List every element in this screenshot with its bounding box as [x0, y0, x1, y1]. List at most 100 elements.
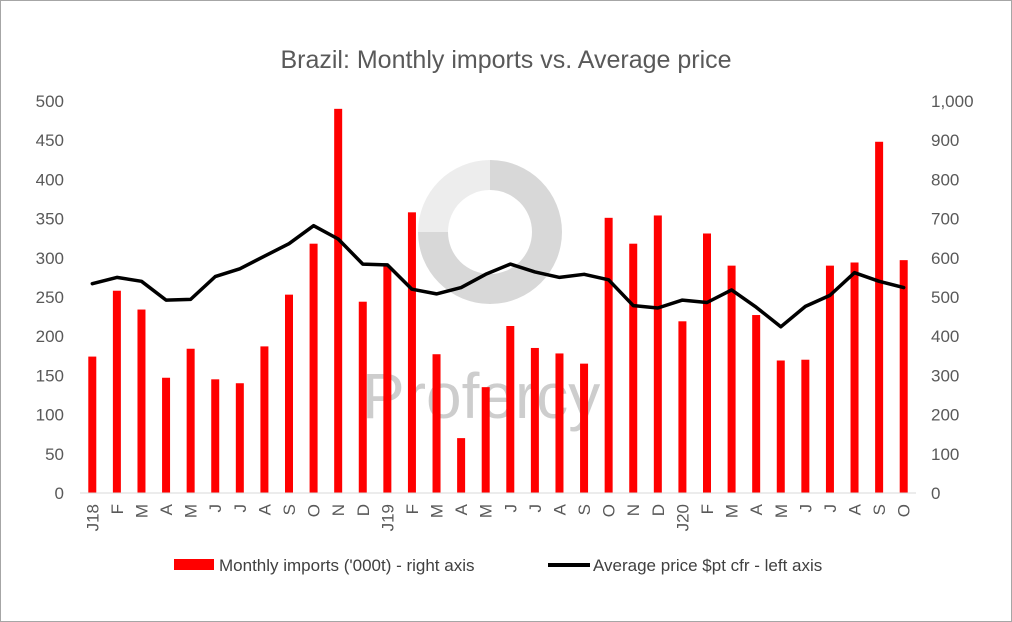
bar-imports: [727, 265, 736, 493]
right-tick-label: 300: [931, 366, 959, 385]
bar-imports: [260, 346, 269, 493]
right-tick-label: 1,000: [931, 92, 974, 111]
x-tick-label: D: [354, 504, 373, 516]
watermark-logo: Profercy: [362, 160, 600, 432]
left-tick-label: 100: [36, 406, 64, 425]
bar-imports: [580, 363, 589, 493]
x-tick-label: S: [280, 504, 299, 515]
watermark-quarter: [418, 160, 490, 232]
bar-imports: [383, 266, 392, 493]
bar-imports: [481, 387, 490, 493]
left-tick-label: 400: [36, 170, 64, 189]
bar-imports: [555, 353, 564, 493]
x-tick-label: N: [329, 504, 348, 516]
chart-title: Brazil: Monthly imports vs. Average pric…: [280, 46, 731, 74]
x-tick-label: M: [132, 504, 151, 518]
x-tick-label: F: [698, 504, 717, 514]
x-tick-label: A: [452, 503, 471, 515]
bar-imports: [186, 348, 195, 493]
left-tick-label: 450: [36, 131, 64, 150]
bar-series: [88, 108, 908, 494]
right-tick-label: 900: [931, 131, 959, 150]
x-tick-label: S: [575, 504, 594, 515]
bar-imports: [506, 326, 515, 493]
x-tick-label: O: [600, 504, 619, 517]
x-tick-label: A: [747, 503, 766, 515]
bar-imports: [801, 359, 810, 493]
x-tick-label: A: [255, 503, 274, 515]
x-tick-label: M: [477, 504, 496, 518]
legend: Monthly imports ('000t) - right axis Ave…: [174, 556, 822, 575]
x-tick-label: M: [428, 504, 447, 518]
bar-imports: [604, 217, 613, 494]
bar-imports: [776, 360, 785, 493]
bar-imports: [703, 233, 711, 493]
right-tick-label: 200: [931, 406, 959, 425]
x-tick-label: A: [157, 503, 176, 515]
right-tick-label: 0: [931, 484, 940, 503]
bar-imports: [752, 315, 761, 493]
x-tick-label: J: [501, 504, 520, 513]
bar-imports: [432, 354, 441, 493]
bar-imports: [309, 243, 318, 493]
x-tick-label: F: [108, 504, 127, 514]
bar-imports: [825, 265, 834, 493]
right-tick-label: 400: [931, 327, 959, 346]
bar-imports: [457, 438, 466, 493]
left-axis: 0 50 100 150 200 250 300 350 400 450 500: [36, 92, 64, 503]
line-series: [90, 223, 906, 329]
bar-imports: [112, 290, 121, 493]
bar-imports: [850, 262, 859, 493]
right-tick-label: 500: [931, 288, 959, 307]
x-axis: J18 F M A M J J A S O N D J19 F M A M J J A S O N D J20 F M A M J J A S O: [80, 492, 916, 531]
legend-item-imports: Monthly imports ('000t) - right axis: [174, 556, 475, 575]
left-tick-label: 500: [36, 92, 64, 111]
bar-imports: [875, 141, 884, 493]
x-tick-label: J20: [673, 504, 692, 531]
x-tick-label: N: [624, 504, 643, 516]
bar-imports: [678, 321, 687, 493]
legend-swatch-imports: [174, 559, 214, 570]
legend-label-imports: Monthly imports ('000t) - right axis: [219, 556, 475, 575]
left-tick-label: 150: [36, 366, 64, 385]
line-price: [90, 223, 906, 329]
x-tick-label: M: [723, 504, 742, 518]
x-tick-label: S: [870, 504, 889, 515]
bar-imports: [285, 294, 293, 493]
bar-imports: [88, 356, 97, 493]
x-tick-label: O: [305, 504, 324, 517]
right-tick-label: 600: [931, 249, 959, 268]
x-tick-label: J: [796, 504, 815, 513]
left-tick-label: 50: [45, 445, 64, 464]
x-tick-label: J18: [83, 504, 102, 531]
right-axis: 0 100 200 300 400 500 600 700 800 900 1,000: [931, 92, 974, 503]
x-tick-label: D: [649, 504, 668, 516]
bar-imports: [629, 243, 638, 493]
x-tick-label: J: [206, 504, 225, 513]
bar-imports: [137, 309, 146, 493]
left-tick-label: 300: [36, 249, 64, 268]
bar-imports: [334, 108, 343, 493]
left-tick-label: 350: [36, 210, 64, 229]
x-tick-label: J: [231, 504, 250, 513]
right-tick-label: 800: [931, 170, 959, 189]
bar-imports: [235, 383, 244, 493]
bar-imports: [162, 377, 171, 493]
watermark-text: Profercy: [362, 360, 600, 432]
x-tick-label: M: [772, 504, 791, 518]
bar-imports: [530, 347, 539, 493]
x-tick-label: A: [550, 503, 569, 515]
bar-imports: [211, 379, 220, 493]
right-tick-label: 100: [931, 445, 959, 464]
x-tick-label: J: [821, 504, 840, 513]
x-tick-label: F: [403, 504, 422, 514]
bar-imports: [407, 212, 416, 493]
x-tick-label: J19: [378, 504, 397, 531]
x-tick-label: J: [526, 504, 545, 513]
legend-label-price: Average price $pt cfr - left axis: [593, 556, 822, 575]
x-tick-label: A: [846, 503, 865, 515]
x-tick-label: M: [182, 504, 201, 518]
left-tick-label: 250: [36, 288, 64, 307]
